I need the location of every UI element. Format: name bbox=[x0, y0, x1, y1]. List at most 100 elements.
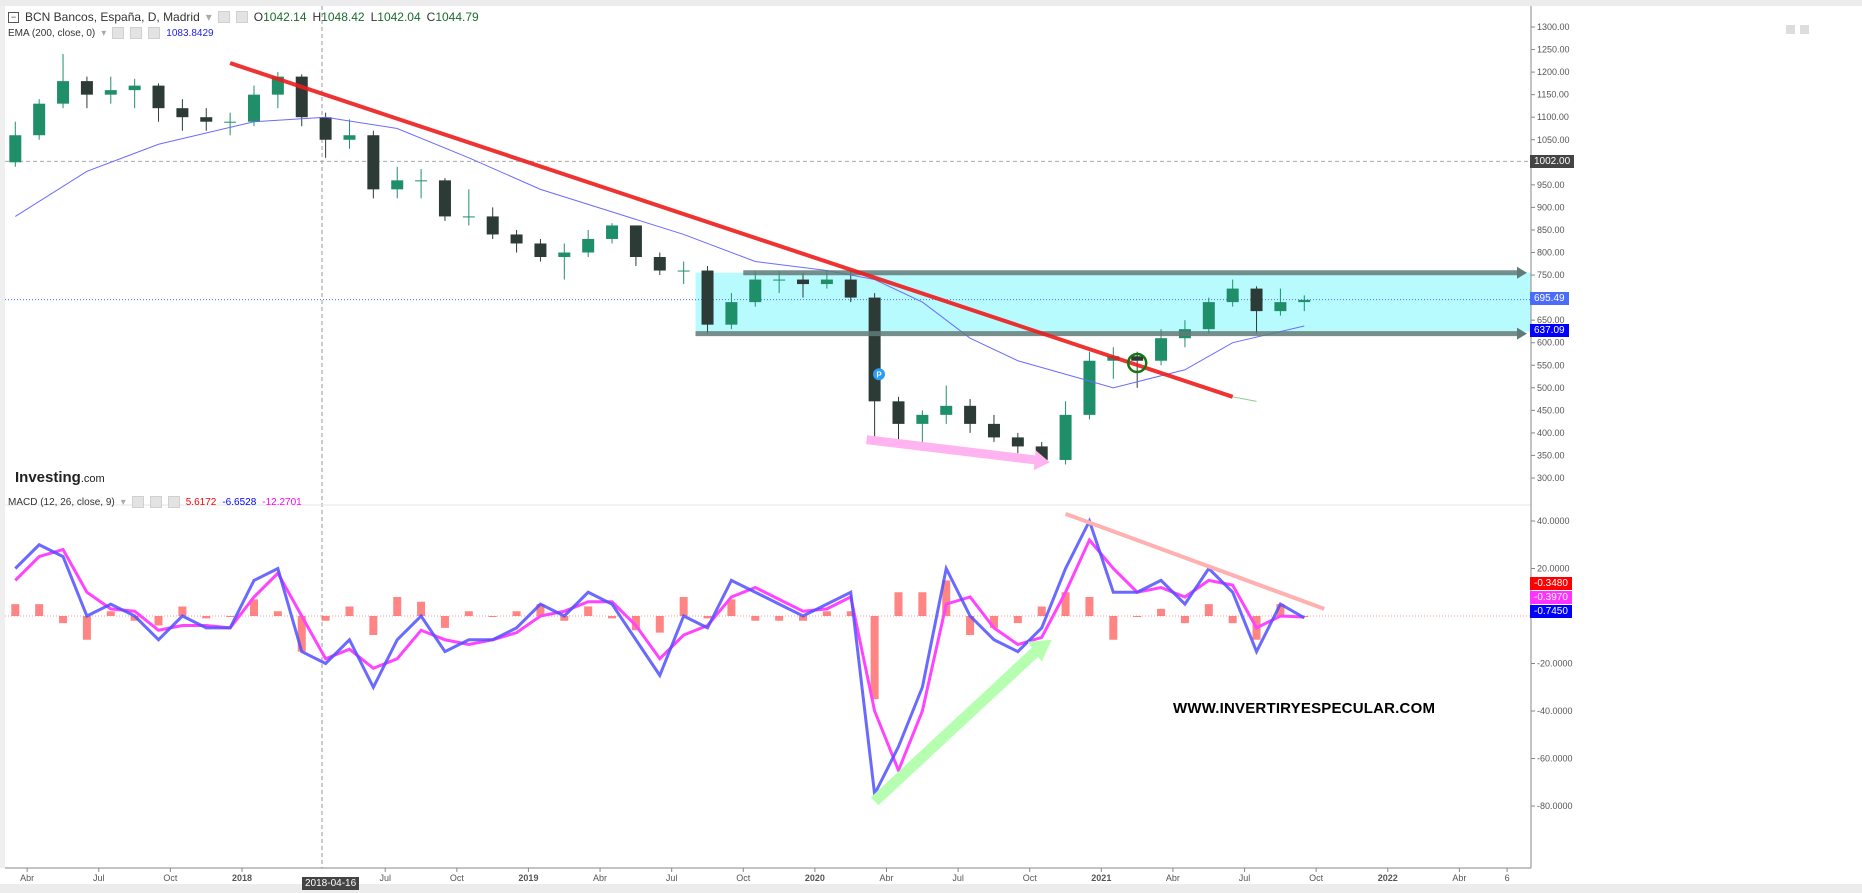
support-resistance-zone bbox=[695, 272, 1531, 332]
macd-histogram-bar bbox=[1133, 616, 1142, 617]
price-panel: P bbox=[5, 6, 1531, 868]
crosshair-date-label: 2018-04-16 bbox=[302, 877, 360, 890]
time-tick-label: Jul bbox=[666, 873, 678, 883]
macd-histogram-bar bbox=[202, 616, 211, 619]
candle-body bbox=[797, 279, 810, 285]
candle-body bbox=[558, 252, 571, 258]
price-tick-label: 350.00 bbox=[1537, 450, 1565, 460]
candle-body bbox=[319, 117, 332, 140]
macd-histogram-bar bbox=[608, 616, 617, 619]
candle-body bbox=[653, 257, 666, 271]
macd-histogram-bar bbox=[273, 611, 282, 616]
hide-icon[interactable] bbox=[235, 11, 248, 23]
macd-histogram-bar bbox=[226, 616, 235, 617]
range-arrow-head bbox=[1516, 266, 1527, 279]
divergence-arrow-line bbox=[866, 435, 1039, 465]
candle-body bbox=[868, 297, 881, 402]
symbol-title: BCN Bancos, España, D, Madrid bbox=[25, 10, 200, 24]
macd-hist-value: 5.6172 bbox=[185, 496, 217, 508]
candle-body bbox=[128, 85, 141, 91]
candle-body bbox=[1250, 288, 1263, 312]
candle-body bbox=[224, 121, 237, 123]
open-label: O bbox=[253, 10, 264, 24]
candle-body bbox=[367, 135, 380, 190]
logo-suffix: .com bbox=[80, 473, 105, 485]
price-tick-label: 1050.00 bbox=[1537, 135, 1570, 145]
settings-icon[interactable] bbox=[112, 27, 125, 39]
macd-line-box: -0.7450 bbox=[1530, 605, 1572, 618]
candle-body bbox=[104, 90, 117, 95]
collapse-icon[interactable]: − bbox=[8, 11, 19, 23]
macd-histogram-bar bbox=[1085, 597, 1094, 616]
top-bar bbox=[0, 0, 1862, 6]
collapse-panel-icon[interactable] bbox=[1800, 25, 1809, 34]
close-number: 1044.79 bbox=[435, 10, 479, 24]
scale-button-icon[interactable] bbox=[1786, 25, 1795, 34]
macd-histogram-bar bbox=[464, 611, 473, 616]
candle-body bbox=[844, 279, 857, 298]
time-tick-label: 2019 bbox=[518, 873, 538, 883]
settings-icon[interactable] bbox=[131, 496, 144, 508]
divergence-arrow-head bbox=[1033, 450, 1050, 471]
candle-body bbox=[1274, 302, 1287, 312]
macd-tick-label: -60.0000 bbox=[1537, 754, 1573, 764]
macd-histogram-bar bbox=[1157, 608, 1166, 616]
macd-histogram-bar bbox=[942, 580, 951, 616]
macd-histogram-bar bbox=[679, 597, 688, 616]
price-tick-label: 750.00 bbox=[1537, 270, 1565, 280]
candle-body bbox=[33, 103, 46, 136]
left-scroll-edge[interactable] bbox=[0, 6, 5, 868]
macd-histogram-bar bbox=[966, 616, 975, 635]
hide-icon[interactable] bbox=[149, 496, 162, 508]
candle-body bbox=[462, 216, 475, 218]
time-tick-label: Abr bbox=[593, 873, 607, 883]
candle-body bbox=[677, 270, 690, 272]
price-tick-label: 900.00 bbox=[1537, 202, 1565, 212]
candle-body bbox=[916, 414, 929, 424]
time-tick-label: Jul bbox=[952, 873, 964, 883]
crosshair-price-box: 1002.00 bbox=[1530, 155, 1575, 168]
close-label: C bbox=[426, 10, 436, 24]
candle-body bbox=[152, 85, 165, 109]
settings-icon[interactable] bbox=[217, 11, 230, 23]
ema-value: 1083.8429 bbox=[166, 27, 214, 39]
macd-histogram-bar bbox=[130, 616, 139, 621]
time-tick-label: Oct bbox=[736, 873, 751, 883]
macd-label: MACD (12, 26, close, 9) bbox=[8, 496, 115, 508]
macd-tick-label: -20.0000 bbox=[1537, 659, 1573, 669]
logo-brand: Investing bbox=[15, 469, 81, 486]
candle-body bbox=[1083, 360, 1096, 415]
macd-histogram-bar bbox=[82, 616, 91, 640]
dropdown-icon[interactable]: ▾ bbox=[120, 496, 126, 508]
remove-icon[interactable] bbox=[148, 27, 161, 39]
candle-body bbox=[1202, 302, 1215, 330]
macd-histogram-bar bbox=[536, 604, 545, 616]
open-number: 1042.14 bbox=[263, 10, 307, 24]
candle-body bbox=[1298, 299, 1311, 303]
macd-tick-label: -40.0000 bbox=[1537, 706, 1573, 716]
candle-body bbox=[200, 117, 213, 122]
macd-histogram-bar bbox=[1180, 616, 1189, 624]
candle-body bbox=[629, 225, 642, 258]
event-marker: P bbox=[873, 368, 885, 381]
time-tick-label: Oct bbox=[163, 873, 178, 883]
candle-body bbox=[1155, 338, 1168, 361]
dropdown-icon[interactable]: ▾ bbox=[205, 10, 212, 24]
hide-icon[interactable] bbox=[130, 27, 143, 39]
macd-histogram-bar bbox=[297, 616, 306, 652]
remove-icon[interactable] bbox=[167, 496, 180, 508]
price-tick-label: 650.00 bbox=[1537, 315, 1565, 325]
macd-histogram-bar bbox=[250, 599, 258, 616]
low-label: L bbox=[370, 10, 378, 24]
time-tick-label: 2021 bbox=[1091, 873, 1111, 883]
time-tick-label: Oct bbox=[450, 873, 465, 883]
macd-signal-box: -0.3970 bbox=[1530, 591, 1572, 604]
event-marker-icon bbox=[873, 368, 885, 381]
open-value: O1042.14 bbox=[254, 10, 307, 24]
macd-histogram-bar bbox=[1276, 604, 1285, 616]
price-tick-label: 300.00 bbox=[1537, 473, 1565, 483]
macd-histogram-bar bbox=[1204, 604, 1213, 616]
dropdown-icon[interactable]: ▾ bbox=[101, 27, 107, 39]
time-tick-label: 6 bbox=[1505, 873, 1510, 883]
